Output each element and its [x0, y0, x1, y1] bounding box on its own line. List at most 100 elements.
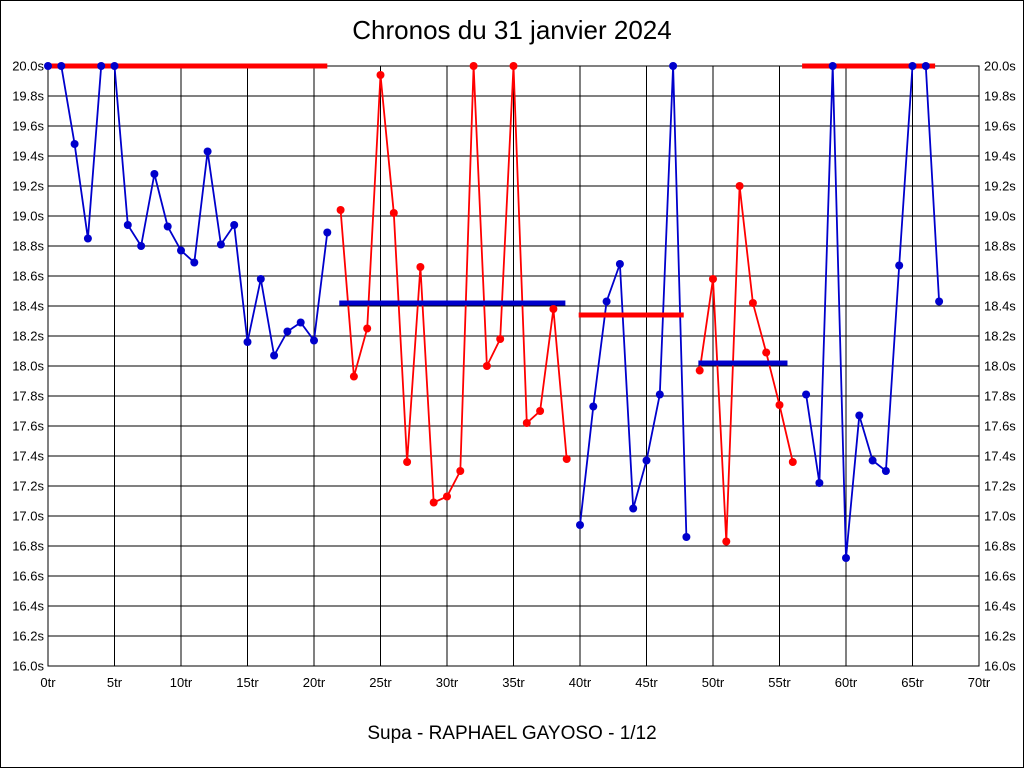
relay-segment-1-blue-point	[150, 170, 159, 178]
y-axis-tick-label-right: 17.8s	[984, 389, 1016, 404]
relay-segment-2-red-point	[416, 263, 425, 271]
y-axis-tick-label-left: 16.4s	[12, 599, 44, 614]
relay-segment-2-red-point	[562, 455, 571, 463]
chart-title: Chronos du 31 janvier 2024	[352, 15, 672, 45]
relay-segment-1-blue-point	[190, 258, 199, 267]
relay-segment-3-blue-point	[629, 504, 638, 513]
y-axis-tick-label-left: 18.2s	[12, 329, 44, 344]
y-axis-tick-label-left: 18.4s	[12, 299, 44, 314]
y-axis-tick-label-right: 19.2s	[984, 179, 1016, 194]
y-axis-tick-label-left: 17.6s	[12, 419, 44, 434]
relay-segment-5-blue-point	[935, 297, 944, 306]
relay-segment-3-blue-line	[579, 65, 688, 538]
relay-segment-1-blue-point	[296, 318, 305, 327]
relay-segment-1-blue-point	[310, 336, 318, 345]
y-axis-tick-label-right: 16.0s	[984, 659, 1016, 674]
relay-segment-5-blue-point	[828, 62, 837, 70]
relay-segment-5-blue-point	[868, 456, 877, 465]
x-axis-tick-label: 35tr	[502, 675, 525, 690]
relay-segment-5-blue-point	[815, 479, 824, 487]
x-axis-tick-label: 25tr	[369, 675, 392, 690]
y-axis-tick-label-right: 19.6s	[984, 119, 1016, 134]
relay-segment-5-blue-point	[802, 390, 811, 399]
relay-segment-1-blue-point	[323, 228, 332, 237]
relay-segment-1-blue-point	[137, 242, 146, 250]
relay-segment-3-blue-point	[655, 390, 664, 399]
relay-segment-1-blue-line	[48, 65, 329, 359]
y-axis-tick-label-left: 19.6s	[12, 119, 44, 134]
relay-segment-1-blue-point	[270, 351, 279, 360]
x-axis-tick-label: 10tr	[170, 675, 193, 690]
x-axis-tick-label: 50tr	[702, 675, 725, 690]
relay-segment-2-red-point	[389, 209, 398, 217]
y-axis-tick-label-right: 17.6s	[984, 419, 1016, 434]
relay-segment-4-red-point	[775, 401, 784, 409]
relay-segment-1-blue-point	[123, 221, 132, 229]
relay-segment-4-red-point	[722, 537, 731, 546]
relay-segment-5-blue-point	[881, 467, 890, 475]
x-axis-tick-label: 65tr	[901, 675, 924, 690]
y-axis-tick-label-left: 19.8s	[12, 89, 44, 104]
relay-segment-1-blue-point	[177, 246, 185, 255]
y-axis-tick-label-left: 19.2s	[12, 179, 44, 194]
relay-segment-4-red-point	[695, 366, 704, 375]
relay-segment-1-blue-point	[243, 338, 252, 346]
relay-segment-2-red-point	[336, 206, 345, 214]
y-axis-tick-label-left: 19.0s	[12, 209, 44, 224]
relay-segment-1-blue-point	[110, 62, 119, 70]
x-axis-tick-label: 20tr	[303, 675, 326, 690]
y-axis-tick-label-right: 19.4s	[984, 149, 1016, 164]
y-axis-tick-label-left: 17.8s	[12, 389, 44, 404]
y-axis-tick-label-right: 18.4s	[984, 299, 1016, 314]
y-axis-tick-label-left: 16.8s	[12, 539, 44, 554]
relay-segment-1-blue-point	[97, 62, 106, 70]
relay-segment-2-red-point	[429, 498, 438, 507]
relay-segment-5-blue-point	[921, 62, 930, 70]
relay-segment-4-red-point	[788, 458, 797, 466]
relay-segment-2-red-point	[363, 324, 372, 333]
relay-segment-1-blue-point	[216, 240, 225, 249]
y-axis-tick-label-right: 16.8s	[984, 539, 1016, 554]
relay-segment-4-red-point	[735, 182, 744, 190]
x-axis-tick-label: 70tr	[968, 675, 991, 690]
relay-segment-2-red-point	[496, 335, 505, 343]
y-axis-tick-label-left: 17.2s	[12, 479, 44, 494]
x-axis-tick-label: 45tr	[635, 675, 658, 690]
y-axis-tick-label-left: 16.2s	[12, 629, 44, 644]
y-axis-tick-label-right: 16.4s	[984, 599, 1016, 614]
relay-segment-3-blue-point	[669, 62, 678, 70]
y-axis-tick-label-left: 18.8s	[12, 239, 44, 254]
chart-footer: Supa - RAPHAEL GAYOSO - 1/12	[367, 723, 657, 744]
y-axis-tick-label-right: 16.6s	[984, 569, 1016, 584]
relay-segment-5-blue-point	[842, 554, 850, 562]
x-axis-tick-label: 0tr	[40, 675, 56, 690]
relay-segment-1-blue-point	[83, 234, 92, 243]
y-axis-tick-label-right: 17.0s	[984, 509, 1016, 524]
relay-segment-1-blue-point	[256, 275, 265, 283]
x-axis-tick-label: 60tr	[835, 675, 858, 690]
y-axis-tick-label-right: 18.2s	[984, 329, 1016, 344]
y-axis-tick-label-left: 20.0s	[12, 59, 44, 74]
relay-segment-2-red-point	[456, 467, 465, 475]
relay-segment-1-blue-point	[230, 221, 239, 229]
y-axis-tick-label-left: 18.6s	[12, 269, 44, 284]
relay-segment-5-blue-line	[805, 65, 940, 559]
relay-segment-2-red-point	[536, 407, 545, 415]
y-axis-tick-label-left: 16.0s	[12, 659, 44, 674]
y-axis-tick-label-right: 16.2s	[984, 629, 1016, 644]
y-axis-tick-label-right: 20.0s	[984, 59, 1016, 74]
relay-segment-3-blue-point	[682, 533, 691, 541]
relay-segment-2-red-point	[509, 62, 518, 70]
y-axis-tick-label-right: 18.8s	[984, 239, 1016, 254]
relay-segment-3-blue-point	[602, 297, 611, 306]
relay-segment-1-blue-point	[70, 140, 79, 148]
relay-segment-4-red-point	[709, 275, 717, 283]
relay-segment-2-red-point	[443, 492, 451, 501]
y-axis-tick-label-right: 17.4s	[984, 449, 1016, 464]
y-axis-tick-label-left: 19.4s	[12, 149, 44, 164]
relay-segment-5-blue-point	[855, 411, 864, 420]
y-axis-tick-label-right: 18.6s	[984, 269, 1016, 284]
y-axis-tick-label-left: 18.0s	[12, 359, 44, 374]
